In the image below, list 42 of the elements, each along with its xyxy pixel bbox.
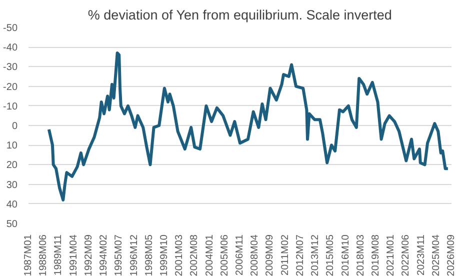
y-tick-label: 0 bbox=[12, 121, 18, 132]
x-tick-label: 2013M12 bbox=[310, 234, 322, 276]
x-tick-label: 1989M11 bbox=[53, 234, 64, 276]
x-tick-label: 2006M11 bbox=[234, 234, 246, 276]
x-tick-label: 1992M09 bbox=[83, 234, 94, 276]
y-tick-label: 30 bbox=[6, 180, 18, 191]
x-tick-label: 2009M09 bbox=[264, 234, 276, 276]
x-tick-label: 2004M01 bbox=[204, 234, 216, 276]
x-tick-label: 1999M10 bbox=[158, 234, 170, 276]
x-tick-label: 2019M08 bbox=[370, 234, 382, 276]
y-tick-label: 10 bbox=[6, 140, 18, 152]
y-tick-label: -50 bbox=[3, 23, 18, 34]
chart-title: % deviation of Yen from equilibrium. Scale inverted bbox=[88, 8, 392, 22]
x-tick-label: 2001M03 bbox=[174, 234, 186, 276]
x-tick-label: 2008M04 bbox=[250, 234, 261, 276]
x-tick-label: 1995M07 bbox=[114, 234, 125, 276]
y-tick-label: 40 bbox=[6, 199, 18, 210]
x-tick-label: 2023M11 bbox=[416, 234, 427, 276]
x-tick-label: 1991M04 bbox=[68, 234, 80, 276]
x-tick-label: 2012M07 bbox=[294, 234, 306, 276]
x-tick-label: 2011M02 bbox=[280, 234, 291, 276]
x-tick-label: 2022M06 bbox=[400, 234, 412, 276]
x-tick-label: 1994M02 bbox=[98, 234, 110, 276]
y-tick-label: -40 bbox=[3, 42, 18, 54]
x-tick-label: 2026M09 bbox=[446, 234, 457, 276]
y-tick-label: 50 bbox=[6, 219, 18, 230]
y-tick-label: -30 bbox=[3, 62, 18, 74]
x-tick-label: 2018M03 bbox=[355, 234, 366, 276]
x-tick-label: 2021M01 bbox=[386, 234, 397, 276]
x-tick-label: 1987M01 bbox=[23, 234, 34, 276]
x-tick-label: 1988M06 bbox=[38, 234, 50, 276]
line-series bbox=[47, 51, 450, 202]
x-tick-label: 2002M08 bbox=[189, 234, 200, 276]
x-tick-label: 1998M05 bbox=[144, 234, 155, 276]
x-tick-label: 2025M04 bbox=[430, 234, 442, 276]
x-tick-label: 2005M06 bbox=[219, 234, 230, 276]
y-tick-label: -10 bbox=[3, 101, 18, 112]
y-tick-label: 20 bbox=[6, 160, 18, 172]
x-tick-label: 2016M10 bbox=[340, 234, 352, 276]
x-tick-label: 2015M05 bbox=[325, 234, 336, 276]
y-tick-label: -20 bbox=[3, 82, 18, 93]
x-tick-label: 1996M12 bbox=[128, 234, 140, 276]
